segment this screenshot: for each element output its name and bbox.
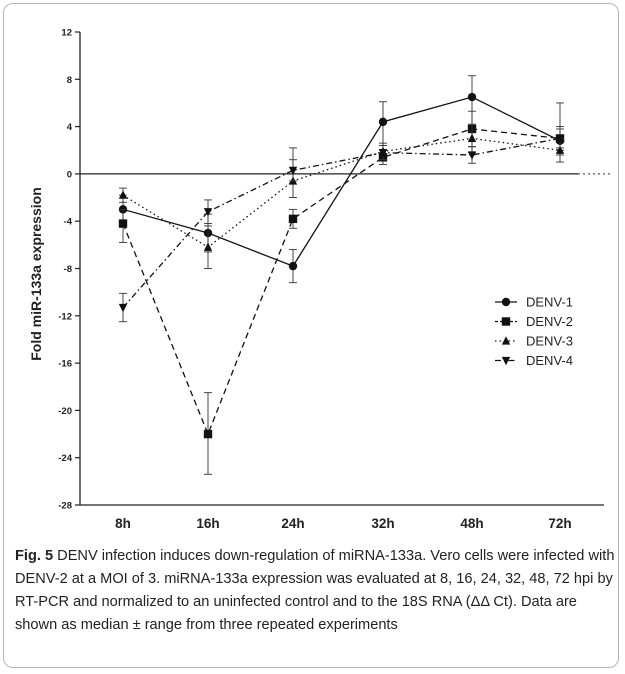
y-tick-label: -12 <box>58 311 72 322</box>
data-point <box>378 149 388 158</box>
figure-label: Fig. 5 <box>15 548 54 564</box>
y-tick-label: 4 <box>67 122 73 133</box>
x-tick-label: 16h <box>196 516 219 531</box>
x-tick-label: 32h <box>371 516 394 531</box>
series-line <box>122 137 561 249</box>
data-point <box>555 134 565 144</box>
chart-axes: 12 8 4 0 -4 -8 -12 -16 -20 -24 -28 8h 16h 24h 32h 48h 72… <box>58 28 612 531</box>
data-point <box>467 133 477 143</box>
y-tick-label: -24 <box>58 453 72 464</box>
data-point <box>288 261 298 271</box>
series-denv-1 <box>118 75 565 284</box>
y-axis-label: Fold miR-133a expression <box>28 187 44 361</box>
caption-text: DENV infection induces down-regulation o… <box>15 548 615 633</box>
data-point <box>288 166 298 176</box>
figure-frame <box>3 3 619 668</box>
legend-entry: DENV-2 <box>495 314 573 329</box>
legend-marker <box>501 297 511 307</box>
data-point <box>203 208 213 217</box>
series-denv-3 <box>118 123 565 269</box>
figure-caption: Fig. 5 DENV infection induces down-regul… <box>15 545 615 637</box>
y-tick-label: -4 <box>64 217 73 228</box>
data-point <box>467 92 477 102</box>
data-point <box>118 219 128 228</box>
legend-label: DENV-2 <box>526 314 573 329</box>
series-denv-2 <box>118 102 565 475</box>
data-point <box>118 303 128 313</box>
y-tick-label: -16 <box>58 359 72 370</box>
series-line <box>122 128 561 436</box>
data-point <box>203 242 213 251</box>
data-point <box>118 190 128 199</box>
data-point <box>378 117 388 127</box>
y-tick-label: -20 <box>58 406 72 417</box>
legend-label: DENV-1 <box>526 295 573 310</box>
x-tick-label: 72h <box>548 516 571 531</box>
data-point <box>467 151 477 160</box>
chart-series <box>118 75 565 475</box>
x-tick-label: 48h <box>460 516 483 531</box>
legend-marker <box>501 317 511 326</box>
legend-entry: DENV-3 <box>495 334 573 349</box>
x-tick-label: 8h <box>115 516 131 531</box>
series-line <box>122 137 561 308</box>
series-denv-4 <box>118 128 565 323</box>
data-point <box>288 214 298 224</box>
legend-label: DENV-3 <box>526 334 573 349</box>
legend-entry: DENV-4 <box>495 353 573 368</box>
chart-legend: DENV-1 DENV-2 DENV-3 DENV-4 <box>495 295 573 368</box>
data-point <box>555 145 565 154</box>
legend-marker <box>501 336 511 345</box>
y-tick-label: 0 <box>67 169 72 180</box>
legend-label: DENV-4 <box>526 353 573 368</box>
data-point <box>203 429 213 439</box>
legend-marker <box>501 356 511 366</box>
y-tick-label: 12 <box>61 28 72 39</box>
series-line <box>122 96 561 267</box>
legend-entry: DENV-1 <box>495 295 573 310</box>
line-chart: 12 8 4 0 -4 -8 -12 -16 -20 -24 -28 8h 16h 24h 32h 48h 72… <box>28 28 612 531</box>
y-tick-label: 8 <box>67 75 72 86</box>
y-tick-label: -8 <box>64 264 72 275</box>
y-tick-label: -28 <box>58 501 72 512</box>
x-tick-label: 24h <box>281 516 304 531</box>
